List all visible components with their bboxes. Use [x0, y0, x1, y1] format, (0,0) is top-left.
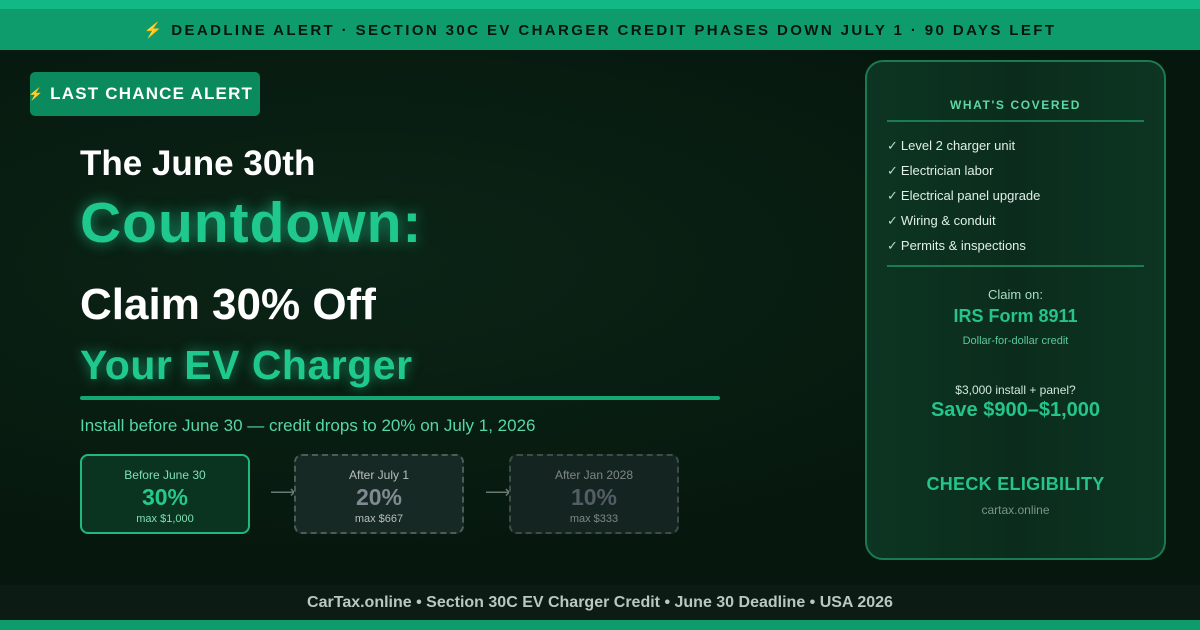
- panel-divider: [887, 120, 1144, 122]
- phase-max: max $667: [354, 513, 404, 525]
- coverage-list: ✓ Level 2 charger unit ✓ Electrician labor…: [867, 122, 1164, 263]
- arrow-right-icon: ⟶: [485, 482, 511, 502]
- panel-divider: [887, 265, 1144, 267]
- check-icon: ✓: [887, 188, 898, 203]
- item-label: Electrician labor: [900, 163, 994, 178]
- claim-label: Claim on:: [988, 287, 1043, 302]
- check-icon: ✓: [887, 163, 898, 178]
- phase-card-current: Before June 30 30% max $1,000: [80, 454, 250, 534]
- check-eligibility-link[interactable]: CHECK ELIGIBILITY: [926, 474, 1105, 494]
- last-chance-badge: ⚡ LAST CHANCE ALERT: [28, 72, 260, 116]
- phase-label: Before June 30: [124, 468, 206, 482]
- badge-label: LAST CHANCE ALERT: [50, 84, 254, 103]
- subtitle: Install before June 30 — credit drops to…: [80, 416, 536, 435]
- headline-line-2: Countdown:: [80, 191, 423, 255]
- savings-amount: Save $900–$1,000: [930, 399, 1101, 421]
- lightning-icon: ⚡: [28, 87, 45, 101]
- phase-label: After Jan 2028: [554, 468, 634, 482]
- check-icon: ✓: [887, 238, 898, 253]
- list-item: ✓ Electrical panel upgrade: [887, 188, 1164, 213]
- phase-max: max $333: [569, 513, 619, 525]
- example-label: $3,000 install + panel?: [955, 383, 1076, 397]
- item-label: Wiring & conduit: [900, 213, 996, 228]
- phase-percent: 20%: [355, 484, 403, 510]
- site-url[interactable]: cartax.online: [981, 503, 1050, 517]
- footer: CarTax.online • Section 30C EV Charger C…: [0, 585, 1200, 620]
- headline-line-4: Your EV Charger: [80, 342, 413, 388]
- check-icon: ✓: [887, 213, 898, 228]
- arrow-right-icon: ⟶: [270, 482, 296, 502]
- headline-line-3: Claim 30% Off: [80, 280, 376, 329]
- phase-percent: 30%: [141, 484, 189, 510]
- item-label: Electrical panel upgrade: [900, 188, 1041, 203]
- list-item: ✓ Electrician labor: [887, 163, 1164, 188]
- headline-line-1: The June 30th: [80, 144, 316, 183]
- form-note: Dollar-for-dollar credit: [962, 335, 1069, 347]
- check-icon: ✓: [887, 138, 898, 153]
- panel-title: WHAT'S COVERED: [949, 98, 1082, 112]
- irs-form: IRS Form 8911: [953, 306, 1078, 326]
- phase-label: After July 1: [348, 468, 410, 482]
- phase-card-next: After July 1 20% max $667: [294, 454, 464, 534]
- phase-max: max $1,000: [136, 513, 194, 525]
- phase-card-future: After Jan 2028 10% max $333: [509, 454, 679, 534]
- deadline-banner: ⚡ DEADLINE ALERT · SECTION 30C EV CHARGE…: [0, 0, 1200, 50]
- list-item: ✓ Wiring & conduit: [887, 213, 1164, 238]
- list-item: ✓ Level 2 charger unit: [887, 138, 1164, 163]
- coverage-panel: WHAT'S COVERED ✓ Level 2 charger unit ✓ El…: [865, 60, 1166, 560]
- list-item: ✓ Permits & inspections: [887, 238, 1164, 263]
- divider: [80, 396, 720, 400]
- item-label: Level 2 charger unit: [900, 138, 1016, 153]
- item-label: Permits & inspections: [900, 238, 1026, 253]
- phase-percent: 10%: [570, 484, 618, 510]
- bottom-strip: [0, 620, 1200, 630]
